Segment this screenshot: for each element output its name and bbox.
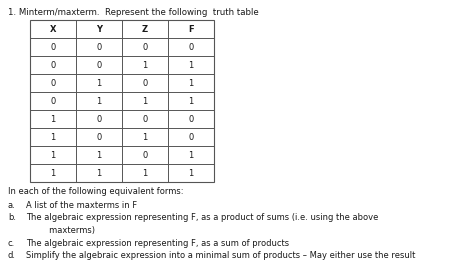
Text: The algebraic expression representing F, as a product of sums (i.e. using the ab: The algebraic expression representing F,…	[26, 214, 378, 222]
Text: 0: 0	[96, 60, 101, 69]
Text: 1: 1	[142, 60, 147, 69]
Text: Z: Z	[142, 24, 148, 33]
Text: b.: b.	[8, 214, 16, 222]
Text: Y: Y	[96, 24, 102, 33]
Text: 1: 1	[188, 60, 193, 69]
Text: The algebraic expression representing F, as a sum of products: The algebraic expression representing F,…	[26, 239, 289, 247]
Text: 0: 0	[188, 133, 193, 141]
Text: c.: c.	[8, 239, 15, 247]
Text: 0: 0	[142, 78, 147, 88]
Text: 1: 1	[50, 150, 55, 159]
Text: 1: 1	[50, 133, 55, 141]
Text: 1: 1	[96, 150, 101, 159]
Text: 1: 1	[188, 150, 193, 159]
Text: d.: d.	[8, 251, 16, 260]
Text: 1: 1	[188, 169, 193, 178]
Text: a.: a.	[8, 201, 16, 210]
Text: 1: 1	[96, 78, 101, 88]
Text: 0: 0	[50, 60, 55, 69]
Text: 0: 0	[50, 97, 55, 105]
Text: 1: 1	[50, 114, 55, 124]
Text: 1: 1	[142, 169, 147, 178]
Text: 1. Minterm/maxterm.  Represent the following  truth table: 1. Minterm/maxterm. Represent the follow…	[8, 8, 259, 17]
Text: F: F	[188, 24, 194, 33]
Text: 0: 0	[96, 43, 101, 52]
Text: 0: 0	[96, 133, 101, 141]
Text: 1: 1	[188, 78, 193, 88]
Text: Simplify the algebraic expression into a minimal sum of products – May either us: Simplify the algebraic expression into a…	[26, 251, 415, 260]
Text: X: X	[50, 24, 56, 33]
Bar	[30, 20, 214, 182]
Text: 1: 1	[142, 133, 147, 141]
Text: 1: 1	[142, 97, 147, 105]
Text: 0: 0	[142, 150, 147, 159]
Text: 0: 0	[188, 114, 193, 124]
Text: 1: 1	[96, 97, 101, 105]
Text: 1: 1	[50, 169, 55, 178]
Text: 0: 0	[188, 43, 193, 52]
Text: 1: 1	[188, 97, 193, 105]
Text: 0: 0	[96, 114, 101, 124]
Text: 0: 0	[142, 43, 147, 52]
Text: 0: 0	[50, 43, 55, 52]
Text: maxterms): maxterms)	[36, 226, 95, 235]
Text: 0: 0	[50, 78, 55, 88]
Text: In each of the following equivalent forms:: In each of the following equivalent form…	[8, 187, 183, 196]
Text: A list of the maxterms in F: A list of the maxterms in F	[26, 201, 137, 210]
Text: 1: 1	[96, 169, 101, 178]
Text: 0: 0	[142, 114, 147, 124]
